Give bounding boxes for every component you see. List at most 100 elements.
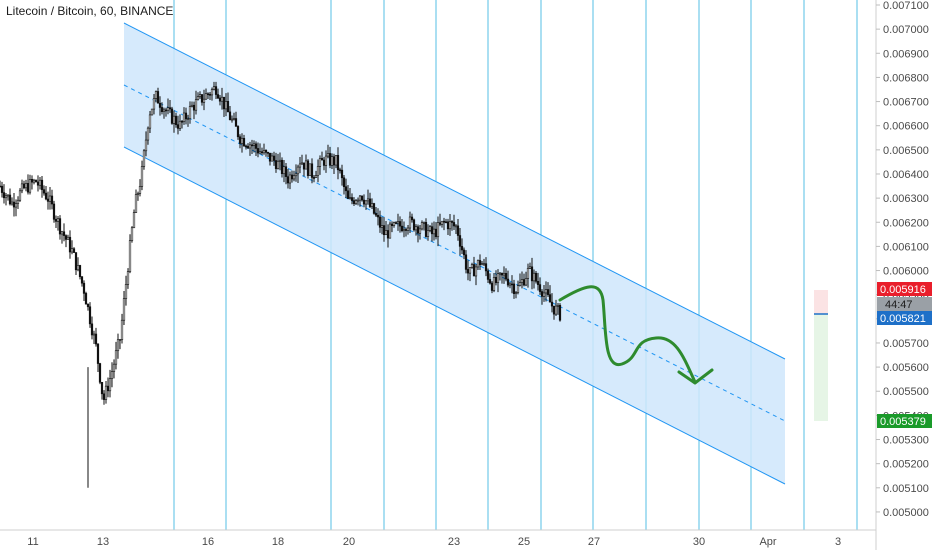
candle-body	[532, 272, 536, 282]
candle-body	[452, 222, 456, 227]
candle-body	[488, 279, 492, 284]
candle-body	[282, 166, 286, 175]
candle-body	[258, 151, 262, 154]
candle-body	[14, 203, 18, 208]
price-tick-label: 0.005500	[883, 386, 929, 398]
candle-body	[502, 273, 506, 276]
candle-body	[122, 298, 126, 321]
candle-body	[218, 97, 222, 102]
candle-body	[100, 381, 104, 395]
candle-body	[504, 273, 508, 280]
candle-body	[190, 104, 194, 107]
candle-body	[540, 291, 544, 297]
candle-body	[346, 190, 350, 199]
candle-body	[216, 94, 220, 99]
risk-zone[interactable]	[814, 290, 828, 314]
candle-body	[262, 150, 266, 154]
candle-body	[326, 153, 330, 157]
candle-body	[490, 282, 494, 291]
candle-body	[526, 268, 530, 279]
candle-body	[548, 294, 552, 303]
candle-body	[116, 339, 120, 352]
reward-zone[interactable]	[814, 314, 828, 421]
channel-median-line	[123, 84, 786, 422]
candle-body	[520, 279, 524, 283]
price-tag-label: 0.005821	[880, 313, 926, 325]
candle-body	[162, 109, 166, 112]
candle-body	[486, 270, 490, 280]
candle-body	[10, 201, 14, 205]
time-tick-label: 18	[272, 536, 284, 548]
candle-body	[294, 173, 298, 177]
candle-body	[28, 179, 32, 193]
price-tick-label: 0.006700	[883, 97, 929, 109]
candle-body	[498, 272, 502, 275]
candle-body	[170, 108, 174, 124]
candle-body	[202, 98, 206, 103]
candle-body	[118, 339, 122, 341]
candle-body	[74, 252, 78, 271]
candle-body	[244, 145, 248, 148]
candle-body	[146, 127, 150, 141]
candle-body	[500, 272, 504, 276]
candle-body	[200, 94, 204, 103]
candle-body	[264, 150, 268, 153]
candle-body	[56, 218, 60, 222]
candle-body	[522, 279, 526, 286]
candle-body	[482, 263, 486, 265]
candle-body	[256, 148, 260, 154]
candle-body	[166, 107, 170, 111]
price-axis[interactable]: 0.007100 0.007000 0.006900 0.006800 0.006700…	[876, 0, 929, 519]
candle-body	[192, 104, 196, 111]
candle-body	[0, 185, 2, 188]
candle-body	[306, 160, 310, 176]
candle-body	[484, 263, 488, 272]
candle-body	[48, 195, 52, 202]
candle-body	[92, 333, 96, 336]
candle-body	[508, 283, 512, 286]
projection-arrow-path[interactable]	[558, 285, 697, 384]
candle-body	[514, 292, 518, 294]
candle-body	[110, 371, 114, 379]
candle-body	[94, 333, 98, 345]
candle-body	[518, 282, 522, 286]
candle-body	[278, 159, 282, 162]
candle-body	[12, 201, 16, 208]
candle-body	[314, 175, 318, 178]
candle-body	[228, 111, 232, 121]
candle-body	[208, 93, 212, 96]
candle-body	[292, 175, 296, 180]
candle-body	[62, 231, 66, 236]
price-tick-label: 0.006300	[883, 193, 929, 205]
time-axis[interactable]: 11 13 16 18 20 23 25 27 30 Apr 3	[27, 536, 841, 548]
candle-body	[348, 197, 352, 199]
price-tick-label: 0.006900	[883, 48, 929, 60]
time-tick-label: 3	[835, 536, 841, 548]
candle-body	[26, 183, 30, 193]
candle-body	[36, 181, 40, 186]
channel-lower-line[interactable]	[123, 146, 786, 485]
candle-body	[434, 228, 438, 238]
candle-body	[76, 265, 80, 271]
candle-body	[410, 216, 414, 221]
time-tick-label: 11	[27, 536, 38, 548]
candle-body	[260, 151, 264, 154]
channel-upper-line[interactable]	[123, 22, 786, 360]
candle-body	[362, 199, 366, 205]
candle-body	[436, 222, 440, 238]
candle-body	[144, 139, 148, 152]
candle-body	[458, 235, 462, 247]
candle-body	[16, 199, 20, 204]
candle-body	[456, 225, 460, 236]
candle-body	[418, 228, 422, 234]
candle-body	[448, 221, 452, 230]
candle-body	[242, 137, 246, 147]
candle-body	[286, 176, 290, 184]
candle-body	[164, 109, 168, 112]
candle-body	[386, 230, 390, 239]
time-tick-label: Apr	[759, 536, 776, 548]
candle-body	[6, 194, 10, 197]
candle-body	[382, 225, 386, 236]
candle-body	[50, 195, 54, 205]
